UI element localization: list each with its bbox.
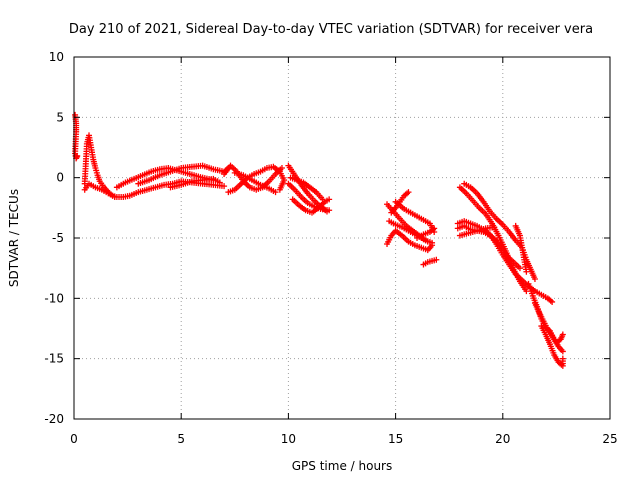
y-tick-label: 0 [56,171,64,185]
data-point [326,196,333,203]
data-point [276,186,283,193]
data-point [216,179,223,186]
x-tick-label: 15 [388,432,403,446]
data-point [319,196,326,203]
data-point [405,189,412,196]
data-point [433,256,440,263]
data-point [559,331,566,338]
y-tick-label: -5 [52,231,64,245]
x-tick-label: 5 [177,432,185,446]
y-tick-label: -10 [44,291,64,305]
axis-ticks: 0 5 10 15 20 25 -20 -15 -10 -5 0 5 10 [44,50,617,446]
y-tick-label: -20 [44,412,64,426]
data-point [523,268,530,275]
y-tick-label: -15 [44,352,64,366]
data-point [431,225,438,232]
series-trace-a [72,111,81,162]
data-point [278,165,285,172]
data-points [72,111,566,369]
series-trace-u [454,218,556,305]
y-tick-label: 5 [56,110,64,124]
series-trace-f [167,175,223,191]
data-point [559,355,566,362]
series-trace-i [231,169,279,196]
series-trace-ab [414,225,438,241]
data-point [272,189,279,196]
series-trace-aa [538,323,566,369]
series-trace-l [289,196,333,216]
data-point [491,224,498,231]
data-point [111,193,118,200]
series-trace-m [287,174,326,203]
series-trace-c [81,180,118,200]
series-trace-s [420,256,440,268]
series-trace-x [512,222,530,275]
series-trace-v [456,184,530,295]
series-trace-ac [456,224,498,239]
x-tick-label: 25 [602,432,617,446]
data-point [326,207,333,214]
y-tick-label: 10 [49,50,64,64]
chart-title: Day 210 of 2021, Sidereal Day-to-day VTE… [69,22,593,37]
data-point [429,239,436,246]
grid-lines [74,57,610,419]
series-trace-n [384,227,436,254]
series-trace-z [531,300,566,346]
data-point [516,265,523,272]
x-tick-label: 10 [281,432,296,446]
series-trace-e [135,162,232,187]
data-point [424,238,431,245]
x-tick-label: 0 [70,432,78,446]
data-point [531,276,538,283]
data-point [74,152,81,159]
series-trace-r [392,198,438,235]
data-point [559,348,566,355]
x-axis-label: GPS time / hours [292,459,393,473]
x-tick-label: 20 [495,432,510,446]
series-trace-d [113,165,217,191]
series-trace-h [225,163,288,196]
data-point [221,183,228,190]
y-axis-label: SDTVAR / TECUs [7,189,21,287]
data-point [549,298,556,305]
